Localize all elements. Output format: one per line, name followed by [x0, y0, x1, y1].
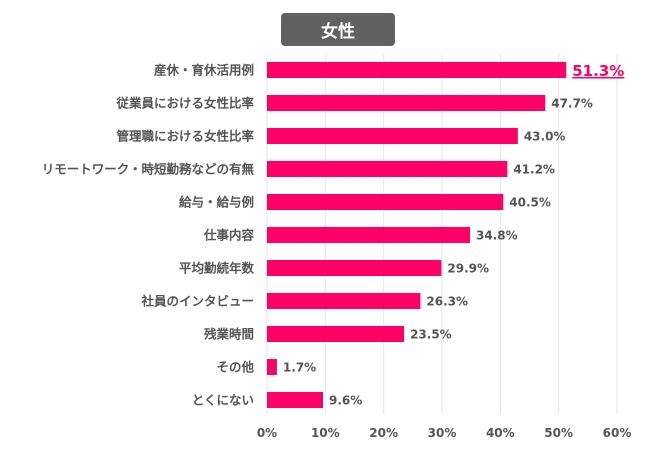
category-label: 平均勤続年数 [179, 261, 255, 276]
bar [267, 62, 567, 78]
value-label: 9.6% [329, 394, 362, 408]
chart-title: 女性 [281, 13, 395, 46]
bar [267, 359, 277, 375]
x-tick-label: 60% [603, 426, 632, 440]
category-label: その他 [216, 360, 254, 375]
value-label: 51.3% [572, 62, 624, 80]
value-label: 47.7% [551, 97, 593, 111]
value-label: 43.0% [524, 130, 566, 144]
bar [267, 128, 518, 144]
x-tick-label: 10% [311, 426, 340, 440]
category-label: 従業員における女性比率 [115, 96, 254, 111]
category-label: とくにない [192, 393, 254, 408]
x-tick-label: 20% [369, 426, 398, 440]
bar [267, 392, 323, 408]
bar [267, 260, 442, 276]
category-label: 残業時間 [204, 327, 254, 342]
bar [267, 326, 405, 342]
bar [267, 293, 421, 309]
value-label: 34.8% [476, 229, 518, 243]
value-label: 23.5% [410, 328, 452, 342]
value-label: 26.3% [426, 295, 468, 309]
value-label: 40.5% [509, 196, 551, 210]
bar [267, 227, 470, 243]
category-label: 産休・育休活用例 [154, 63, 254, 78]
value-label: 29.9% [447, 262, 489, 276]
category-label: リモートワーク・時短勤務などの有無 [42, 162, 255, 177]
x-tick-label: 40% [486, 426, 515, 440]
category-label: 給与・給与例 [179, 195, 254, 210]
x-tick-label: 50% [544, 426, 573, 440]
bar [267, 194, 504, 210]
x-tick-label: 0% [257, 426, 277, 440]
x-tick-label: 30% [428, 426, 457, 440]
category-label: 社員のインタビュー [140, 294, 254, 309]
value-label: 1.7% [283, 361, 316, 375]
value-label: 41.2% [513, 163, 555, 177]
bar [267, 95, 546, 111]
category-label: 管理職における女性比率 [116, 129, 254, 144]
bar [267, 161, 508, 177]
category-label: 仕事内容 [203, 228, 255, 243]
